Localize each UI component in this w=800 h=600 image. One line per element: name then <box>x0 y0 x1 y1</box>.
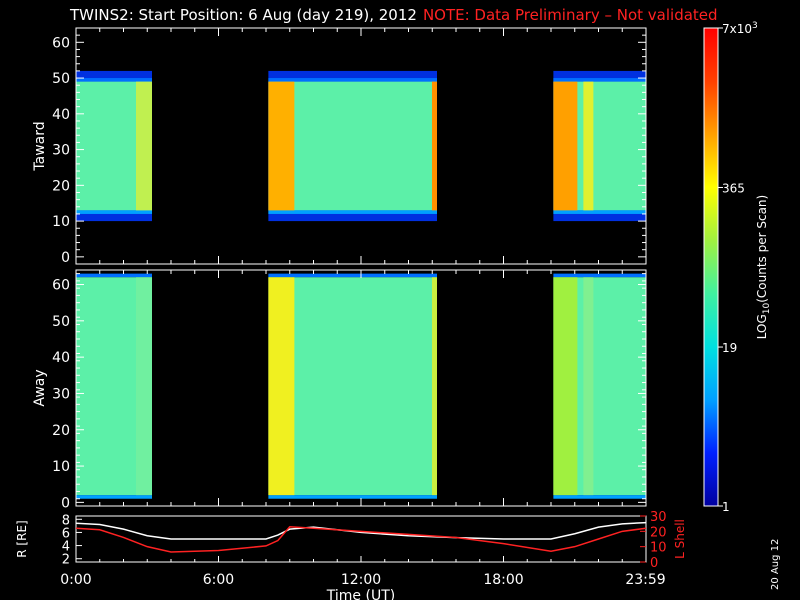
orbit-left-ytick-label: 2 <box>62 553 70 568</box>
toward-high-count-band <box>553 81 578 211</box>
away-ytick-label: 30 <box>52 386 70 402</box>
date-stamp: 20 Aug 12 <box>770 538 781 590</box>
toward-data-block <box>268 81 437 211</box>
toward-lower-edge <box>76 210 152 214</box>
colorbar-label: 7x103 <box>722 21 758 36</box>
orbit-right-ytick-label: 10 <box>650 541 667 556</box>
toward-ytick-label: 30 <box>52 143 70 159</box>
orbit-left-ytick-label: 4 <box>62 540 70 555</box>
orbit-right-ylabel: L Shell <box>673 519 687 559</box>
orbit-right-ytick-label: 30 <box>650 510 667 525</box>
away-upper-edge <box>553 273 646 278</box>
xtick-label: 23:59 <box>625 572 665 588</box>
orbit-left-ytick-label: 8 <box>62 513 70 528</box>
toward-ytick-label: 10 <box>52 214 70 230</box>
orbit-left-ylabel: R [RE] <box>15 520 29 557</box>
toward-edge-band <box>432 81 437 211</box>
xtick-label: 12:00 <box>341 572 381 588</box>
away-ylabel: Away <box>32 369 48 406</box>
away-ytick-label: 40 <box>52 350 70 366</box>
toward-ytick-label: 40 <box>52 107 70 123</box>
away-upper-edge <box>76 273 152 278</box>
colorbar-label: 1 <box>722 500 730 514</box>
toward-lower-edge <box>553 210 646 214</box>
toward-ytick-label: 20 <box>52 178 70 194</box>
toward-edge-band <box>583 81 594 211</box>
away-ytick-label: 10 <box>52 459 70 475</box>
toward-edge-band <box>136 81 152 211</box>
chart-title: TWINS2: Start Position: 6 Aug (day 219),… <box>70 6 718 24</box>
away-ytick-label: 50 <box>52 314 70 330</box>
toward-high-count-band <box>268 81 295 211</box>
away-upper-edge <box>268 273 437 278</box>
xaxis-label: Time (UT) <box>326 588 395 600</box>
toward-lower-edge <box>268 210 437 214</box>
toward-upper-edge <box>268 78 437 82</box>
away-edge-band <box>583 277 594 496</box>
title-text: TWINS2: Start Position: 6 Aug (day 219),… <box>70 6 417 24</box>
away-edge-band <box>136 277 152 496</box>
orbit-frame <box>75 515 647 563</box>
toward-ytick-label: 50 <box>52 71 70 87</box>
colorbar-title-subscript: 10 <box>762 302 772 314</box>
xtick-label: 18:00 <box>483 572 523 588</box>
away-lower-edge <box>76 495 152 499</box>
colorbar-label-exponent: 3 <box>752 21 758 31</box>
toward-ytick-label: 60 <box>52 35 70 51</box>
xtick-label: 0:00 <box>60 572 91 588</box>
away-high-count-band <box>268 277 295 496</box>
toward-upper-edge <box>553 78 646 82</box>
away-ytick-label: 20 <box>52 423 70 439</box>
colorbar-title: LOG10(Counts per Scan) <box>755 195 772 339</box>
xtick-label: 6:00 <box>203 572 234 588</box>
toward-ylabel: Taward <box>32 121 48 171</box>
l-shell-line <box>75 525 647 553</box>
toward-upper-edge <box>76 78 152 82</box>
away-lower-edge <box>553 495 646 499</box>
toward-ytick-label: 0 <box>61 250 70 266</box>
away-edge-band <box>432 277 437 496</box>
colorbar-label: 19 <box>722 341 737 355</box>
away-ytick-label: 0 <box>61 495 70 511</box>
away-ytick-label: 60 <box>52 278 70 294</box>
away-high-count-band <box>553 277 578 496</box>
colorbar-title-rest: (Counts per Scan) <box>755 195 769 303</box>
away-data-block <box>268 277 437 496</box>
colorbar-label: 365 <box>722 181 745 195</box>
orbit-right-ytick-label: 0 <box>650 556 658 571</box>
orbit-left-ytick-label: 6 <box>62 526 70 541</box>
away-lower-edge <box>268 495 437 499</box>
orbit-right-ytick-label: 20 <box>650 525 667 540</box>
colorbar <box>703 27 719 507</box>
preliminary-note: NOTE: Data Preliminary – Not validated <box>422 6 718 24</box>
